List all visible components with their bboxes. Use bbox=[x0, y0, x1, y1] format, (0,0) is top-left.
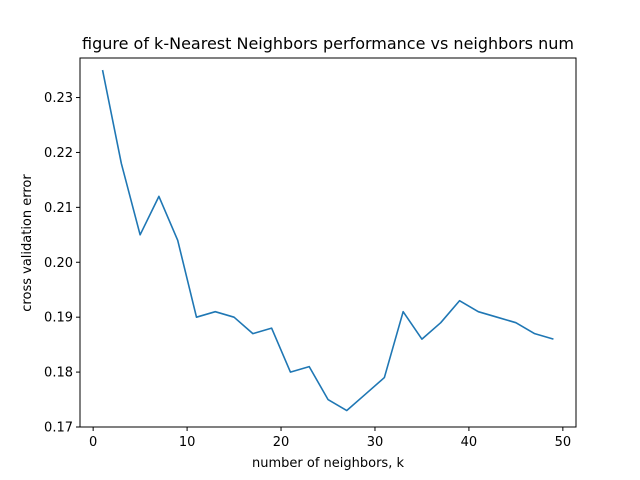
y-tick-label: 0.21 bbox=[44, 201, 73, 216]
y-tick-label: 0.18 bbox=[44, 366, 73, 381]
x-axis-label: number of neighbors, k bbox=[252, 456, 404, 471]
x-tick-label: 30 bbox=[367, 435, 384, 450]
x-tick-label: 40 bbox=[461, 435, 478, 450]
y-axis-ticks: 0.17 0.18 0.19 0.20 0.21 0.22 0.23 bbox=[44, 91, 80, 436]
x-axis-ticks: 0 10 20 30 40 50 bbox=[89, 427, 571, 450]
chart-title: figure of k-Nearest Neighbors performanc… bbox=[82, 34, 574, 53]
data-line-group bbox=[101, 69, 554, 412]
x-tick-label: 10 bbox=[179, 435, 196, 450]
x-tick-label: 20 bbox=[273, 435, 290, 450]
series-line-0 bbox=[101, 69, 554, 412]
x-tick-label: 50 bbox=[555, 435, 572, 450]
y-tick-label: 0.23 bbox=[44, 91, 73, 106]
y-tick-label: 0.17 bbox=[44, 421, 73, 436]
y-tick-label: 0.20 bbox=[44, 256, 73, 271]
y-tick-label: 0.22 bbox=[44, 146, 73, 161]
y-tick-label: 0.19 bbox=[44, 311, 73, 326]
x-tick-label: 0 bbox=[89, 435, 97, 450]
plot-frame bbox=[79, 57, 577, 428]
y-axis-label: cross validation error bbox=[20, 174, 35, 312]
